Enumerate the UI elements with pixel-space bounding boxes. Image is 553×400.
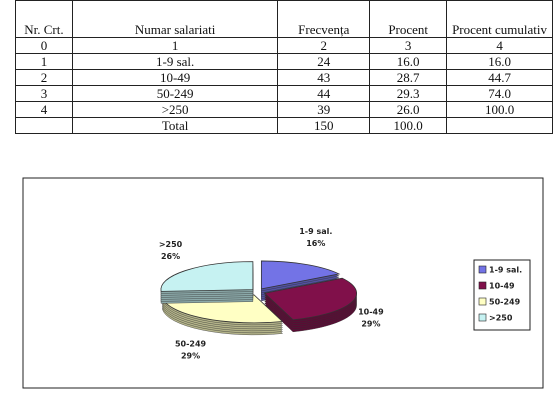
slice-label: 1-9 sal. 16% <box>299 227 332 248</box>
table-cell: Procent <box>369 0 448 38</box>
slice-category: 50-249 <box>175 340 207 349</box>
legend-label: 1-9 sal. <box>489 266 522 275</box>
slice-label: >250 26% <box>159 240 183 261</box>
slice-percent: 16% <box>306 239 325 248</box>
slice-category: 1-9 sal. <box>299 227 332 236</box>
table-body: Nr. Crt. Numar salariati Frecvența Procent P… <box>15 0 553 134</box>
table-cell: Numar salariati <box>71 0 279 38</box>
data-table: Nr. Crt. Numar salariati Frecvența Procent P… <box>15 0 553 134</box>
slice-top <box>263 277 357 321</box>
slice-label: 10-49 29% <box>358 307 384 328</box>
table-cell: 1-9 sal. <box>71 53 279 70</box>
slice-top <box>260 260 341 290</box>
table-cell: 44 <box>277 85 371 102</box>
slice-label: 50-249 29% <box>175 340 207 361</box>
legend-swatch <box>478 265 487 274</box>
pie-slice <box>161 294 284 336</box>
slice-category: 10-49 <box>358 307 384 316</box>
table-row: Total 150 100.0 <box>15 117 553 134</box>
table-cell: 26.0 <box>369 101 448 118</box>
table-row: 4 >250 39 26.0 100.0 <box>15 101 553 118</box>
table-cell: 150 <box>277 117 371 134</box>
legend-swatch <box>478 297 487 306</box>
pie-slice <box>160 261 254 304</box>
table-row: Nr. Crt. Numar salariati Frecvența Procent P… <box>15 0 553 38</box>
table-cell: Nr. Crt. <box>15 0 73 38</box>
legend-label: >250 <box>489 314 513 323</box>
legend-swatch <box>478 313 487 322</box>
table-cell: 100.0 <box>369 117 448 134</box>
table-row: 2 10-49 43 28.7 44.7 <box>15 69 553 86</box>
legend-swatch <box>478 281 487 290</box>
slice-top <box>160 261 254 292</box>
pie-slice <box>263 277 357 333</box>
table-cell: Procent cumulativ <box>446 0 553 38</box>
legend-label: 10-49 <box>489 282 515 291</box>
slice-percent: 26% <box>161 252 180 261</box>
table-cell <box>446 117 553 134</box>
table-cell: Total <box>71 117 279 134</box>
slice-percent: 29% <box>361 319 380 328</box>
slice-percent: 29% <box>181 352 200 361</box>
table-cell: 43 <box>277 69 371 86</box>
slice-category: >250 <box>159 240 183 249</box>
legend-label: 50-249 <box>489 298 521 307</box>
